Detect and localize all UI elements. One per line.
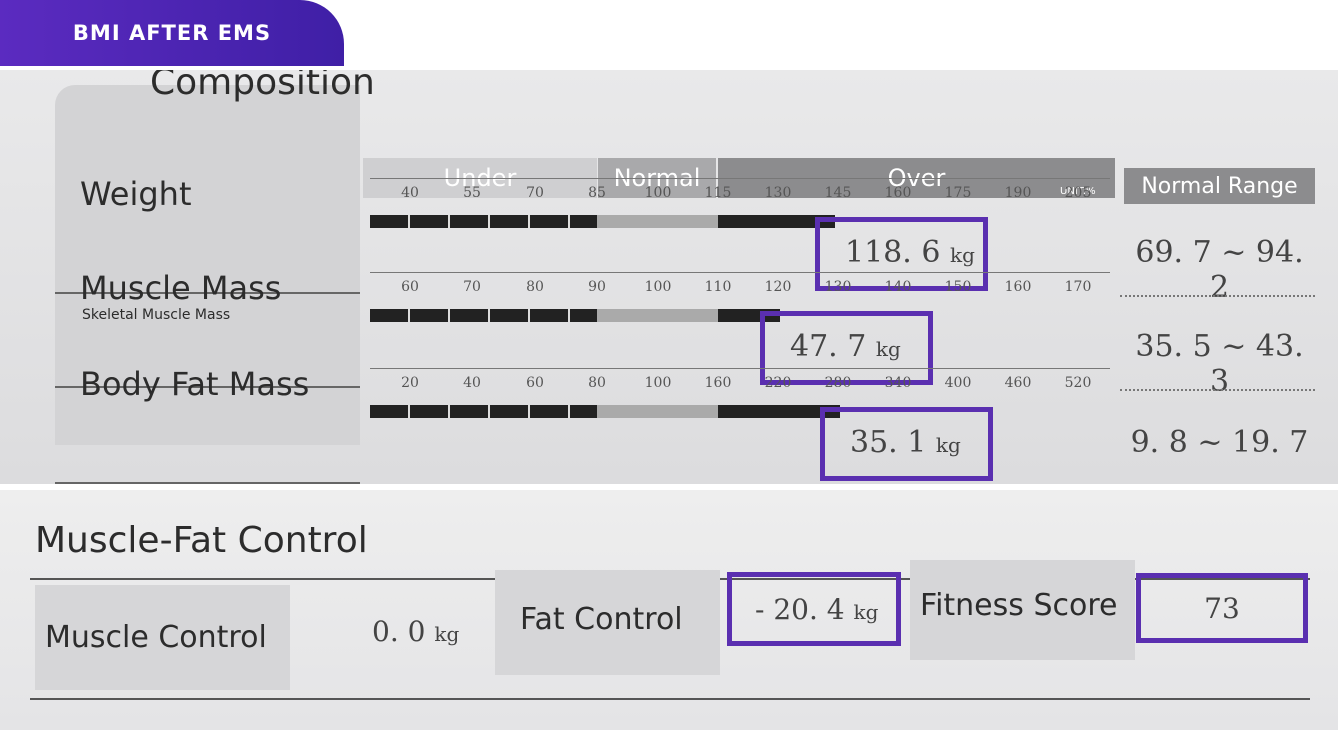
item-label: Fat Control <box>520 602 683 637</box>
range-header: Normal Range <box>1124 168 1315 204</box>
bar-normal <box>597 405 718 418</box>
row-label: Weight <box>80 175 192 213</box>
value: 35. 1 <box>850 425 927 460</box>
label-column <box>55 85 360 445</box>
item-label: Fitness Score <box>920 588 1118 623</box>
value: - 20. 4 <box>755 593 845 626</box>
section-title: Muscle-Fat Control <box>35 520 368 561</box>
highlight-box <box>727 572 901 646</box>
scale-axis <box>370 368 1110 369</box>
muscle-fat-control-photo: Muscle-Fat Control Muscle Control 0. 0 k… <box>0 490 1338 730</box>
highlight-box <box>820 407 993 481</box>
bar-under <box>370 309 597 322</box>
item-value: - 20. 4 kg <box>755 593 878 626</box>
scale-tick: 130 <box>764 185 792 201</box>
scale-tick: 160 <box>884 185 912 201</box>
item-value: 73 <box>1204 592 1240 625</box>
scale-tick: 90 <box>588 279 606 295</box>
unit: kg <box>935 433 961 457</box>
unit: kg <box>875 337 901 361</box>
scale-tick: 280 <box>824 375 852 391</box>
scale-tick: 55 <box>463 185 481 201</box>
scale-tick: 115 <box>704 185 732 201</box>
range-value: 69. 7 ~ 94. 2 <box>1135 235 1304 305</box>
row-rule <box>55 386 360 388</box>
value: 118. 6 <box>845 235 941 270</box>
unit-label: UNIT:% <box>1060 186 1096 197</box>
scale-tick: 205 <box>1064 185 1092 201</box>
scale-tick: 160 <box>1004 279 1032 295</box>
scale-tick: 110 <box>704 279 732 295</box>
body-composition-photo: Composition Under Normal Over UNIT:% Nor… <box>0 70 1338 484</box>
scale-tick: 40 <box>463 375 481 391</box>
highlight-box <box>760 311 933 385</box>
tab: BMI AFTER EMS <box>0 0 344 66</box>
bar-normal <box>597 309 718 322</box>
scale-axis <box>370 178 1110 179</box>
scale-tick: 70 <box>463 279 481 295</box>
row-label: Muscle Mass <box>80 269 282 307</box>
dotted-rule <box>1120 389 1315 391</box>
highlight-box <box>1136 573 1308 643</box>
scale-tick: 340 <box>884 375 912 391</box>
scale-tick: 20 <box>401 375 419 391</box>
highlight-box <box>815 217 988 291</box>
row-label: Body Fat Mass <box>80 365 310 403</box>
range-value: 9. 8 ~ 19. 7 <box>1130 425 1309 460</box>
bar-over <box>718 405 840 418</box>
scale-tick: 80 <box>588 375 606 391</box>
scale-tick: 40 <box>401 185 419 201</box>
scale-tick: 60 <box>526 375 544 391</box>
scale-tick: 400 <box>944 375 972 391</box>
unit: kg <box>434 622 460 646</box>
row-value: 35. 1 kg <box>850 425 961 460</box>
scale-tick: 220 <box>764 375 792 391</box>
scale-tick: 70 <box>526 185 544 201</box>
scale-tick: 170 <box>1064 279 1092 295</box>
scale-tick: 60 <box>401 279 419 295</box>
scale-tick: 520 <box>1064 375 1092 391</box>
item-value: 0. 0 kg <box>372 615 459 648</box>
unit: kg <box>949 243 975 267</box>
row-value: 118. 6 kg <box>845 235 975 270</box>
scale-tick: 145 <box>824 185 852 201</box>
scale-tick: 460 <box>1004 375 1032 391</box>
scale-tick: 140 <box>884 279 912 295</box>
scale-tick: 100 <box>644 375 672 391</box>
scale-tick: 120 <box>764 279 792 295</box>
section-title: Composition <box>150 70 375 103</box>
scale-tick: 80 <box>526 279 544 295</box>
scale-tick: 130 <box>824 279 852 295</box>
bar-over <box>718 215 835 228</box>
scale-tick: 150 <box>944 279 972 295</box>
bar-under <box>370 405 597 418</box>
row-rule <box>55 482 360 484</box>
cell <box>495 570 720 675</box>
item-label: Muscle Control <box>45 620 267 655</box>
unit: kg <box>853 600 879 624</box>
scale-tick: 85 <box>588 185 606 201</box>
row-value: 47. 7 kg <box>790 329 901 364</box>
scale-tick: 100 <box>644 279 672 295</box>
scale-tick: 175 <box>944 185 972 201</box>
value: 0. 0 <box>372 615 426 648</box>
value: 47. 7 <box>790 329 867 364</box>
scale-tick: 160 <box>704 375 732 391</box>
bar-normal <box>597 215 718 228</box>
range-value: 35. 5 ~ 43. 3 <box>1135 329 1304 399</box>
row-sublabel: Skeletal Muscle Mass <box>82 307 231 323</box>
row-rule <box>55 292 360 294</box>
scale-axis <box>370 272 1110 273</box>
bar-under <box>370 215 597 228</box>
rule <box>30 698 1310 700</box>
scale-tick: 100 <box>644 185 672 201</box>
cell <box>910 560 1135 660</box>
dotted-rule <box>1120 295 1315 297</box>
scale-tick: 190 <box>1004 185 1032 201</box>
cell <box>35 585 290 690</box>
